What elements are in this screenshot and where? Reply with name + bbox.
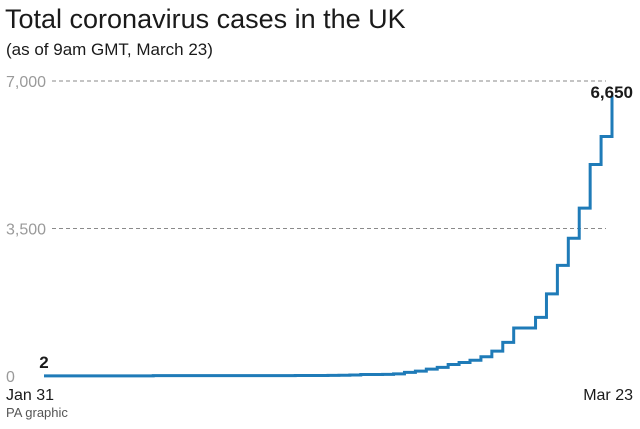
x-tick-label: Mar 23	[583, 387, 633, 404]
credit-text: PA graphic	[6, 405, 68, 420]
grid-lines	[52, 80, 606, 229]
series-group	[44, 95, 614, 378]
series-line	[44, 95, 614, 378]
y-tick-label: 7,000	[6, 74, 46, 91]
y-tick-label: 3,500	[6, 222, 46, 239]
chart-subtitle: (as of 9am GMT, March 23)	[6, 40, 213, 59]
chart-title: Total coronavirus cases in the UK	[5, 4, 406, 34]
data-labels: 2 6,650	[39, 83, 633, 372]
y-tick-label: 0	[6, 369, 15, 386]
data-label: 2	[39, 353, 48, 372]
data-label: 6,650	[590, 83, 633, 102]
x-axis-ticks: Jan 31 Mar 23	[6, 387, 633, 404]
y-axis-ticks: 0 3,500 7,000	[6, 74, 46, 386]
x-tick-label: Jan 31	[6, 387, 54, 404]
